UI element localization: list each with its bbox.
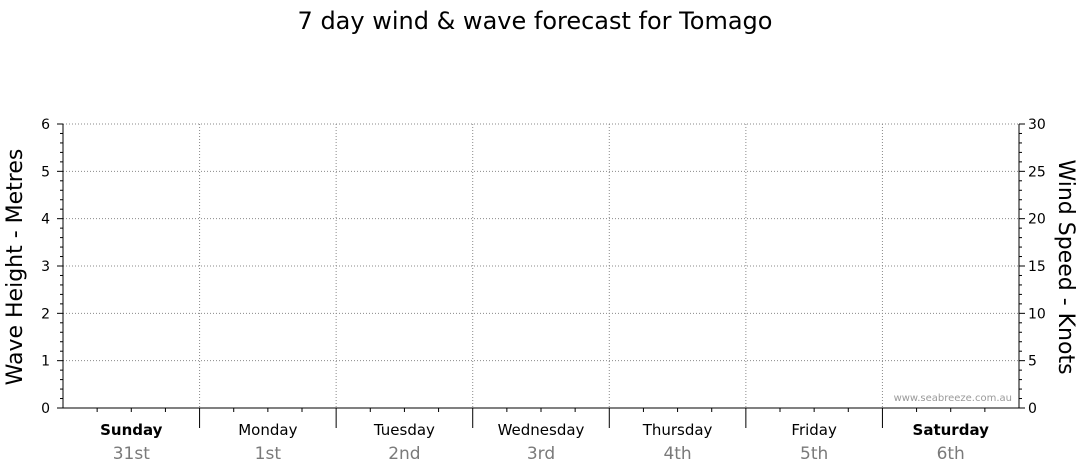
right-tick-label: 20 (1028, 212, 1046, 228)
left-tick-label: 4 (41, 212, 50, 228)
right-axis-ticks: 0 5 10 15 20 25 30 (1019, 117, 1046, 417)
right-tick-label: 25 (1028, 164, 1046, 180)
left-tick-label: 6 (41, 117, 50, 133)
axes (62, 124, 1020, 428)
day-name-label: Monday (238, 421, 297, 439)
credit-watermark: www.seabreeze.com.au (894, 393, 1012, 404)
left-tick-label: 5 (41, 164, 50, 180)
chart-title: 7 day wind & wave forecast for Tomago (298, 7, 773, 35)
day-name-label: Friday (791, 421, 837, 439)
day-name-label: Wednesday (498, 421, 585, 439)
right-tick-label: 10 (1028, 306, 1046, 322)
left-axis-ticks: 0 1 2 3 4 5 6 (41, 117, 63, 417)
day-name-label: Tuesday (373, 421, 435, 439)
right-tick-label: 5 (1028, 354, 1037, 370)
left-tick-label: 2 (41, 306, 50, 322)
day-name-label: Thursday (642, 421, 713, 439)
day-date-label: 5th (800, 444, 828, 464)
day-date-label: 2nd (388, 444, 420, 464)
right-tick-label: 0 (1028, 401, 1037, 417)
day-date-label: 4th (663, 444, 691, 464)
right-tick-label: 30 (1028, 117, 1046, 133)
day-date-label: 3rd (527, 444, 555, 464)
day-labels: Sunday 31st Monday 1st Tuesday 2nd Wednesday 3r… (100, 421, 989, 464)
day-date-label: 6th (937, 444, 965, 464)
day-name-label: Sunday (100, 421, 163, 439)
grid (63, 123, 1019, 408)
day-date-label: 31st (113, 444, 150, 464)
right-tick-label: 15 (1028, 259, 1046, 275)
left-tick-label: 0 (41, 401, 50, 417)
right-axis-title: Wind Speed - Knots (1053, 159, 1078, 374)
left-tick-label: 3 (41, 259, 50, 275)
left-axis-title: Wave Height - Metres (3, 149, 28, 386)
day-name-label: Saturday (913, 421, 990, 439)
day-date-label: 1st (255, 444, 282, 464)
left-tick-label: 1 (41, 354, 50, 370)
